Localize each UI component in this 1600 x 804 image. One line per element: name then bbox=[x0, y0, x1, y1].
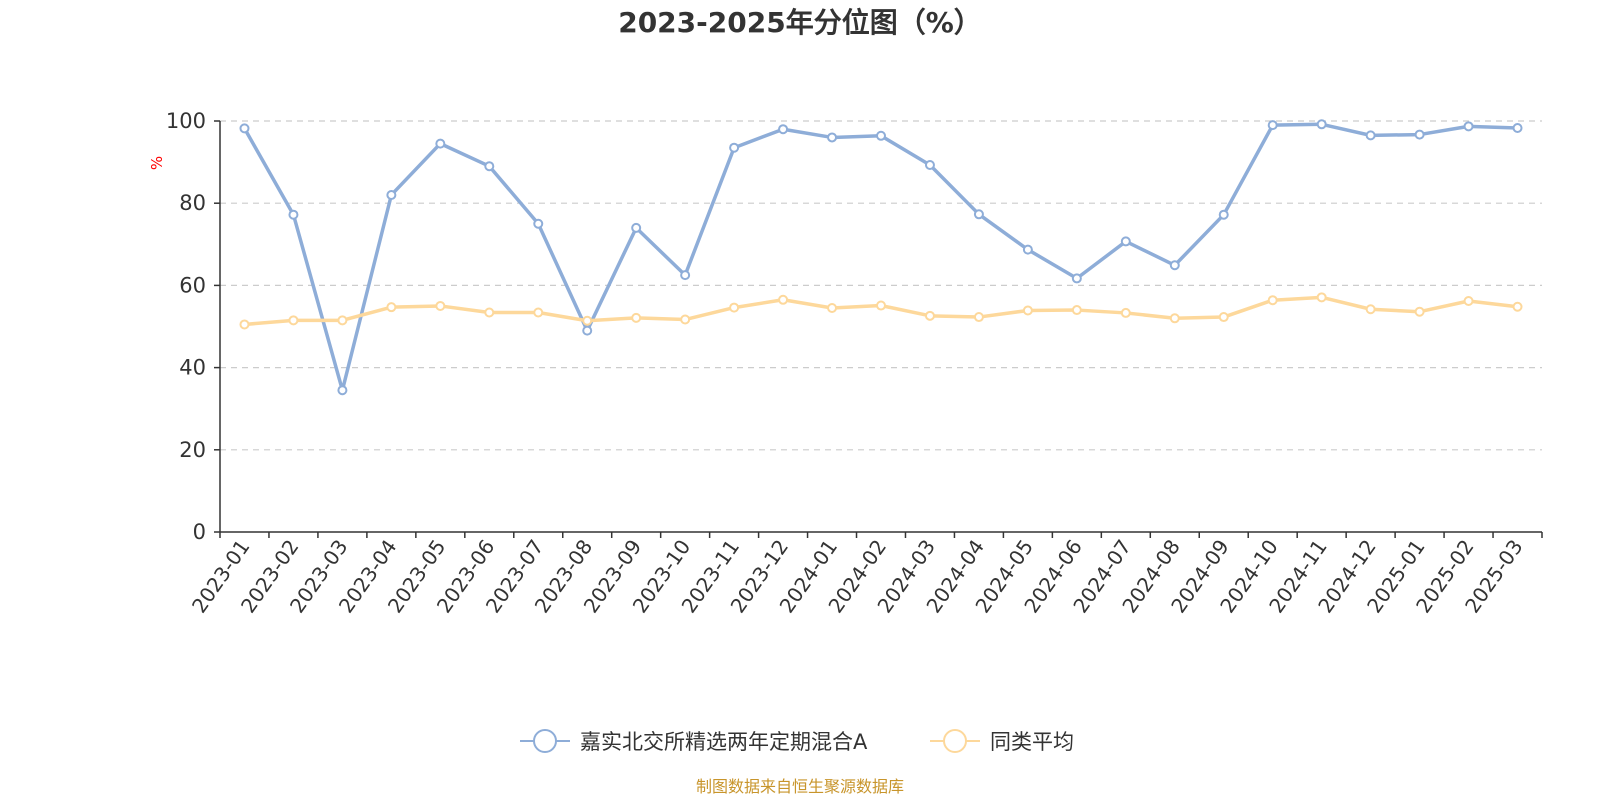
series-line bbox=[242, 122, 1518, 392]
data-point[interactable] bbox=[924, 310, 935, 321]
chart-title: 2023-2025年分位图（%） bbox=[618, 6, 982, 39]
data-point[interactable] bbox=[729, 142, 740, 153]
data-point[interactable] bbox=[1414, 129, 1425, 140]
data-point[interactable] bbox=[484, 161, 495, 172]
data-point[interactable] bbox=[1022, 305, 1033, 316]
data-point[interactable] bbox=[876, 130, 886, 141]
data-point[interactable] bbox=[973, 312, 984, 323]
series-lines bbox=[239, 119, 1523, 396]
data-point[interactable] bbox=[1218, 209, 1229, 220]
y-tick-label: 100 bbox=[166, 109, 206, 133]
data-point[interactable] bbox=[1071, 273, 1082, 284]
data-point[interactable] bbox=[582, 315, 593, 326]
data-point[interactable] bbox=[1414, 306, 1425, 317]
data-point[interactable] bbox=[1267, 295, 1278, 306]
legend-item-2[interactable]: 同类平均 bbox=[930, 729, 1074, 754]
data-point[interactable] bbox=[827, 132, 838, 143]
data-point[interactable] bbox=[288, 315, 299, 326]
y-tick-label: 80 bbox=[179, 191, 206, 215]
data-point[interactable] bbox=[1463, 121, 1474, 132]
data-point[interactable] bbox=[239, 319, 250, 330]
data-point[interactable] bbox=[1316, 292, 1327, 303]
data-point[interactable] bbox=[435, 300, 446, 311]
data-point[interactable] bbox=[778, 124, 789, 135]
data-point[interactable] bbox=[631, 312, 642, 323]
data-point[interactable] bbox=[1071, 305, 1082, 316]
data-point[interactable] bbox=[1169, 313, 1180, 324]
series-2 bbox=[239, 292, 1523, 330]
y-tick-label: 20 bbox=[179, 438, 206, 462]
data-point[interactable] bbox=[680, 314, 691, 325]
data-point[interactable] bbox=[337, 315, 348, 326]
legend-item-1[interactable]: 嘉实北交所精选两年定期混合A bbox=[520, 729, 868, 754]
data-point[interactable] bbox=[435, 138, 446, 149]
data-point[interactable] bbox=[484, 307, 495, 318]
data-point[interactable] bbox=[337, 385, 348, 396]
data-point[interactable] bbox=[1120, 307, 1131, 318]
data-point[interactable] bbox=[1120, 236, 1131, 247]
data-point[interactable] bbox=[973, 209, 984, 220]
series-1 bbox=[239, 119, 1523, 396]
data-point[interactable] bbox=[778, 294, 789, 305]
data-point[interactable] bbox=[1316, 119, 1327, 130]
data-point[interactable] bbox=[631, 222, 642, 233]
y-axis-label: % bbox=[148, 156, 166, 170]
data-point[interactable] bbox=[1169, 260, 1180, 271]
legend-label: 同类平均 bbox=[990, 730, 1074, 754]
data-point[interactable] bbox=[1512, 301, 1523, 312]
data-point[interactable] bbox=[386, 302, 397, 313]
data-point[interactable] bbox=[1512, 122, 1523, 133]
y-tick-label: 60 bbox=[179, 273, 206, 297]
legend[interactable]: 嘉实北交所精选两年定期混合A 同类平均 bbox=[520, 729, 1074, 754]
y-tick-label: 40 bbox=[179, 356, 206, 380]
data-point[interactable] bbox=[1365, 304, 1376, 315]
legend-marker-icon bbox=[533, 729, 557, 753]
source-note: 制图数据来自恒生聚源数据库 bbox=[696, 777, 904, 796]
y-tick-label: 0 bbox=[193, 520, 206, 544]
grid-lines bbox=[220, 120, 1542, 451]
data-point[interactable] bbox=[1463, 296, 1474, 307]
legend-label: 嘉实北交所精选两年定期混合A bbox=[580, 730, 868, 754]
data-point[interactable] bbox=[680, 270, 691, 281]
data-point[interactable] bbox=[533, 218, 544, 229]
data-point[interactable] bbox=[386, 189, 397, 200]
data-point[interactable] bbox=[1365, 130, 1376, 141]
legend-marker-icon bbox=[943, 729, 967, 753]
data-point[interactable] bbox=[924, 159, 935, 170]
data-point[interactable] bbox=[876, 300, 886, 311]
data-point[interactable] bbox=[1218, 312, 1229, 323]
data-point[interactable] bbox=[729, 302, 740, 313]
data-point[interactable] bbox=[1022, 244, 1033, 255]
axes: 020406080100%2023-012023-022023-032023-0… bbox=[148, 109, 1543, 617]
data-point[interactable] bbox=[1267, 120, 1278, 131]
data-point[interactable] bbox=[288, 209, 299, 220]
data-point[interactable] bbox=[239, 123, 250, 134]
data-point[interactable] bbox=[827, 303, 838, 314]
data-point[interactable] bbox=[582, 325, 593, 336]
data-point[interactable] bbox=[533, 307, 544, 318]
